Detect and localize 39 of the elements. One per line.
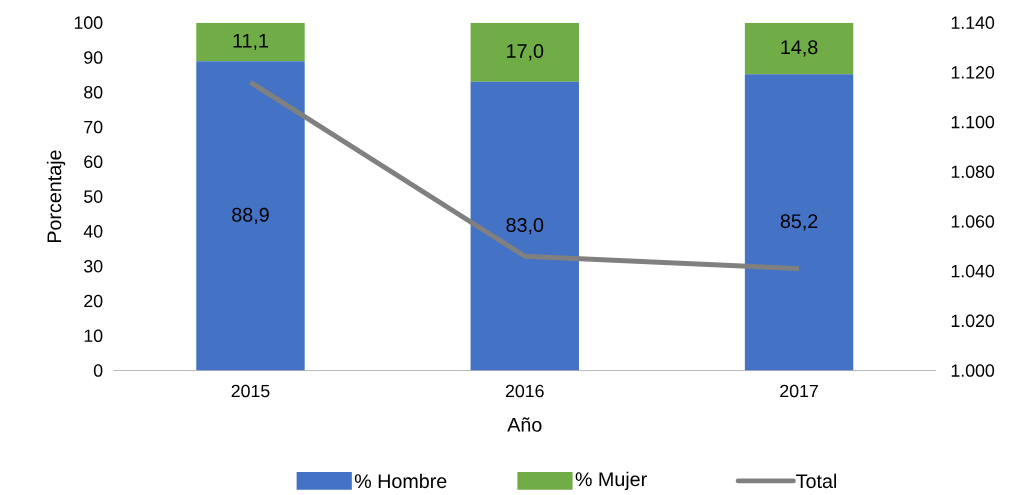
y-tick-label: 0	[93, 364, 103, 377]
y2-tick-label: 1.040	[951, 264, 995, 278]
legend-label: % Hombre	[354, 473, 447, 489]
y2-tick-label: 1.120	[951, 66, 995, 79]
data-label: 83,0	[506, 218, 544, 235]
y-tick-label: 60	[84, 155, 103, 169]
y2-tick-label: 1.080	[951, 165, 995, 179]
y2-tick-label: 1.060	[951, 215, 995, 228]
y-tick-label: 40	[83, 225, 103, 238]
bar	[196, 22, 305, 62]
legend-label: % Mujer	[575, 471, 647, 491]
y-tick-label: 80	[84, 86, 103, 99]
bar	[196, 61, 305, 371]
x-tick-label: 2016	[505, 384, 544, 398]
legend-label: Total	[796, 473, 837, 489]
data-label: 11,1	[233, 34, 268, 51]
data-label: 14,8	[781, 40, 818, 57]
y-tick-label: 30	[84, 260, 103, 273]
x-tick-label: 2015	[231, 384, 270, 398]
bar	[744, 74, 854, 371]
y-tick-label: 10	[84, 329, 103, 343]
y-tick-label: 20	[84, 294, 103, 308]
y-tick-label: 50	[84, 190, 103, 204]
bar	[470, 81, 579, 371]
x-tick-label: 2017	[780, 384, 818, 398]
y-tick-label: 70	[84, 120, 103, 134]
data-label: 88,9	[232, 207, 269, 225]
y2-tick-label: 1.000	[951, 364, 995, 377]
y-tick-label: 90	[84, 51, 103, 64]
x-axis-title: Año	[507, 417, 542, 432]
y-axis-title: Porcentaje	[46, 150, 66, 243]
y-tick-label: 100	[74, 16, 103, 30]
bar	[744, 22, 854, 75]
bar	[470, 22, 579, 82]
y2-tick-label: 1.140	[951, 16, 995, 30]
data-label: 17,0	[507, 44, 544, 61]
data-label: 85,2	[780, 214, 818, 231]
y2-tick-label: 1.020	[951, 314, 995, 328]
y2-tick-label: 1.100	[951, 115, 995, 129]
